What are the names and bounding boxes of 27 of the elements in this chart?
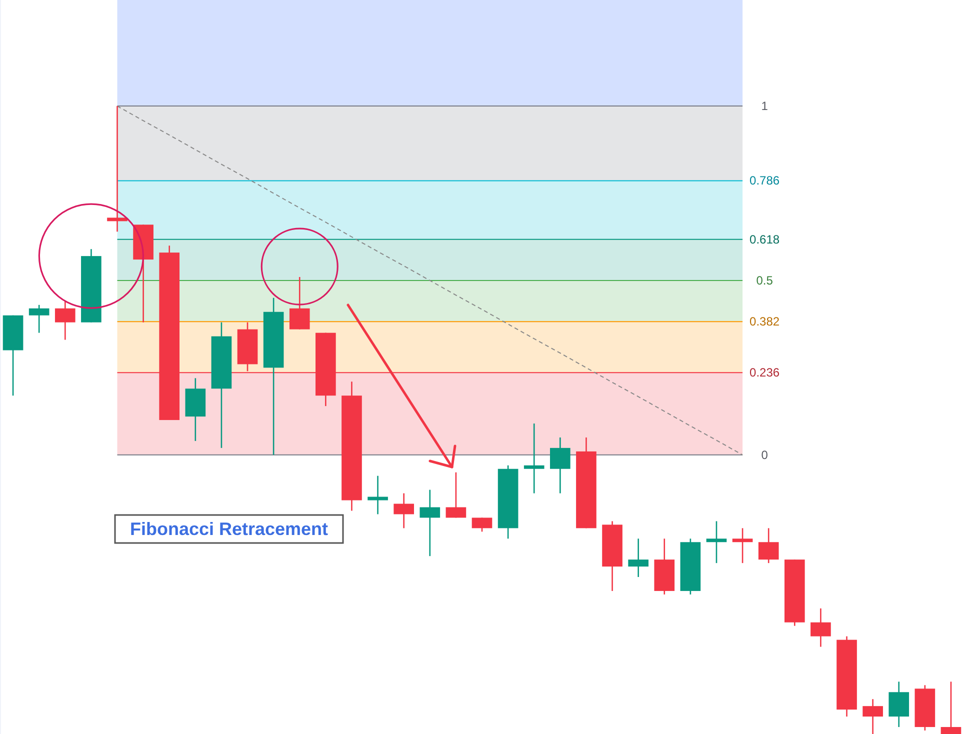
annotation: Fibonacci Retracement <box>130 519 328 539</box>
candlestick <box>628 538 648 578</box>
candlestick <box>368 475 388 515</box>
y-tick-label: 0.786 <box>750 174 780 188</box>
candlestick <box>446 472 466 518</box>
y-tick-label: 0.236 <box>750 366 780 380</box>
y-tick-label: 0.382 <box>750 314 780 329</box>
candlestick <box>706 520 727 564</box>
line-series <box>116 106 744 456</box>
candlestick <box>810 608 831 648</box>
candlestick <box>732 528 753 564</box>
candlestick <box>758 528 779 564</box>
candlestick <box>524 422 544 494</box>
candlestick <box>54 300 76 340</box>
candlestick <box>862 698 883 734</box>
candlestick <box>107 105 128 232</box>
candlestick <box>289 276 310 330</box>
y-tick-label: 1 <box>761 99 768 114</box>
candlestick <box>550 436 570 494</box>
candlestick <box>420 489 440 557</box>
candlestick <box>394 492 414 529</box>
y-tick-label: 0.5 <box>756 273 774 288</box>
y-tick-label: 0 <box>761 448 768 462</box>
y-tick-label: 0.618 <box>750 232 780 246</box>
candlestick <box>940 681 962 734</box>
candlestick <box>28 304 50 334</box>
candlestick <box>472 517 492 532</box>
